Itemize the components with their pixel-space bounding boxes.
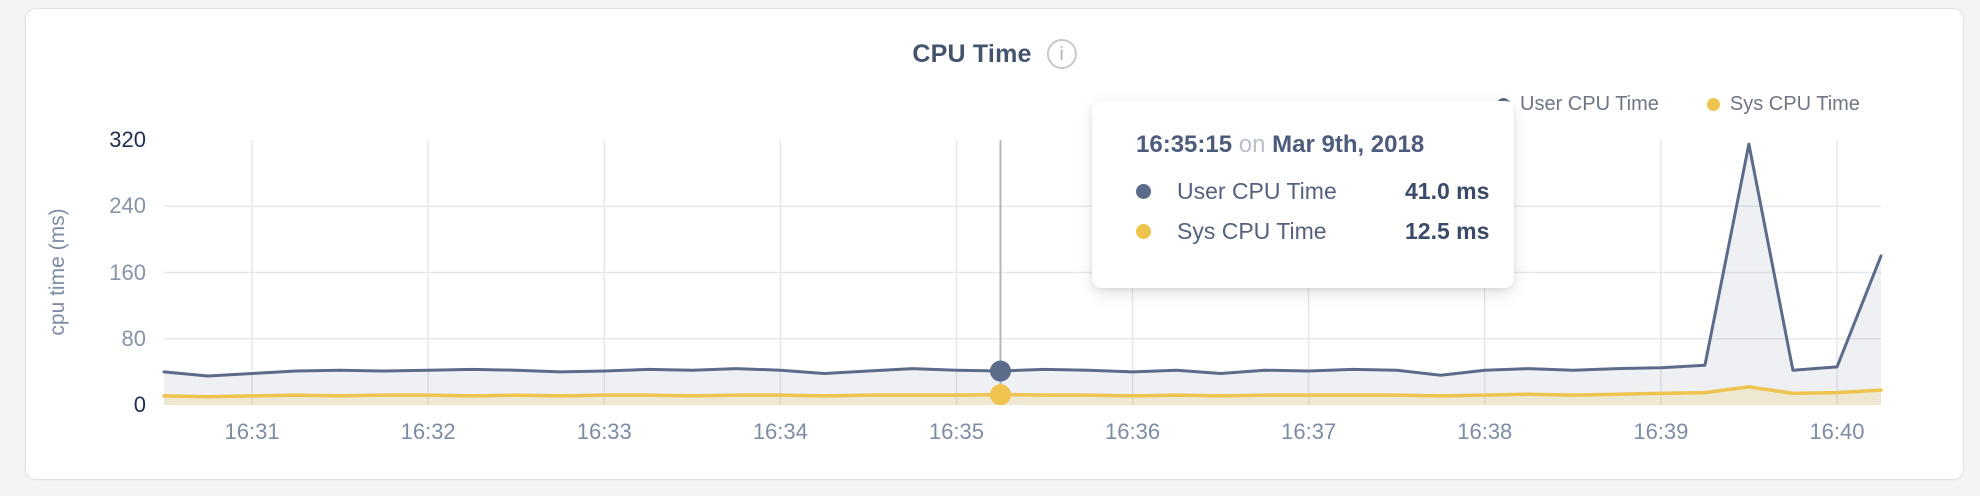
series-dot-icon	[1136, 223, 1151, 239]
tooltip-row: Sys CPU Time 12.5 ms	[1136, 211, 1514, 251]
x-tick-label: 16:36	[1105, 419, 1161, 444]
tooltip-row-label: User CPU Time	[1177, 177, 1337, 204]
chart-area: cpu time (ms) 320 240 160 80 0 16:31 16:32 16:…	[26, 9, 1963, 479]
legend-dot	[1706, 98, 1720, 111]
series-dot-icon	[1136, 183, 1151, 199]
tooltip-on-word: on	[1238, 131, 1266, 158]
hover-point-user-cpu-time	[989, 360, 1011, 382]
x-tick-label: 16:31	[224, 419, 280, 444]
legend-item-user-cpu-time[interactable]: User CPU Time	[1497, 93, 1659, 116]
chart-title: CPU Time	[912, 39, 1032, 68]
tooltip-row-label: Sys CPU Time	[1177, 217, 1327, 244]
tooltip-title: 16:35:15 on Mar 9th, 2018	[1136, 131, 1514, 159]
chart-legend: User CPU Time Sys CPU Time	[1497, 93, 1860, 116]
tooltip-row: User CPU Time 41.0 ms	[1136, 171, 1514, 211]
chart-header: CPU Time i	[912, 39, 1077, 69]
y-tick-label: 320	[109, 127, 146, 152]
tooltip-row-value: 41.0 ms	[1405, 177, 1490, 204]
x-tick-label: 16:35	[928, 419, 984, 444]
tooltip-rows: User CPU Time 41.0 ms Sys CPU Time 12.5 ms	[1136, 171, 1514, 251]
series-area-user-cpu-time	[164, 144, 1881, 405]
tooltip-row-value: 12.5 ms	[1405, 217, 1490, 244]
series-line-user-cpu-time	[162, 142, 1883, 378]
x-tick-label: 16:32	[400, 419, 456, 444]
x-tick-label: 16:40	[1809, 419, 1865, 444]
chart-tooltip: 16:35:15 on Mar 9th, 2018 User CPU Time 4…	[1092, 101, 1514, 288]
x-tick-label: 16:33	[576, 419, 632, 444]
x-tick-label: 16:34	[752, 419, 808, 444]
legend-label: User CPU Time	[1520, 93, 1659, 115]
series-line-sys-cpu-time	[162, 385, 1883, 399]
legend-item-sys-cpu-time[interactable]: Sys CPU Time	[1706, 93, 1860, 116]
hover-point-sys-cpu-time	[989, 384, 1011, 406]
legend-label: Sys CPU Time	[1729, 93, 1860, 115]
chart-plot[interactable]	[162, 140, 1883, 406]
tooltip-time: 16:35:15	[1136, 131, 1233, 158]
cpu-time-card: CPU Time i User CPU Time Sys CPU Time cpu…	[25, 8, 1964, 480]
y-tick-label: 240	[109, 193, 146, 219]
y-tick-label: 80	[121, 325, 146, 351]
y-tick-label: 0	[133, 392, 146, 417]
x-tick-label: 16:37	[1281, 419, 1337, 444]
y-tick-label: 160	[109, 259, 146, 285]
x-tick-label: 16:38	[1457, 419, 1513, 444]
x-tick-label: 16:39	[1633, 419, 1689, 444]
tooltip-date: Mar 9th, 2018	[1272, 131, 1425, 158]
info-icon[interactable]: i	[1046, 39, 1077, 69]
